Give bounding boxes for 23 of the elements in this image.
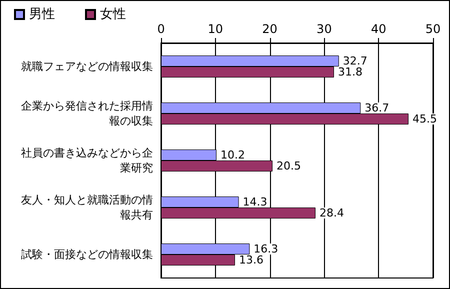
legend-label: 男性 bbox=[29, 7, 55, 22]
y-tick-label: 試験・面接などの情報収集 bbox=[21, 248, 153, 261]
data-label: 16.3 bbox=[254, 242, 278, 256]
data-label: 31.8 bbox=[338, 66, 362, 78]
data-label: 36.7 bbox=[364, 102, 390, 114]
data-label: 10.2 bbox=[220, 148, 245, 162]
y-tick-label: 就職フェアなどの情報収集 bbox=[21, 60, 153, 73]
x-tick-label: 10 bbox=[208, 22, 224, 36]
x-tick-label: 40 bbox=[370, 22, 386, 36]
y-tick-label: 企業から発信された採用情報の収集 bbox=[21, 100, 153, 128]
y-tick-label: 友人・知人と就職活動の情報共有 bbox=[21, 194, 153, 222]
data-label: 13.6 bbox=[238, 254, 264, 266]
x-tick-label: 30 bbox=[316, 22, 332, 36]
x-tick-label: 50 bbox=[425, 22, 441, 36]
y-tick-label: 社員の書き込みなどから企業研究 bbox=[21, 146, 153, 174]
data-label: 14.3 bbox=[242, 196, 268, 208]
data-label: 45.5 bbox=[412, 112, 438, 126]
data-label: 20.5 bbox=[276, 160, 302, 172]
legend-label: 女性 bbox=[100, 7, 126, 22]
x-tick-label: 20 bbox=[262, 22, 278, 36]
data-label: 32.7 bbox=[342, 54, 368, 68]
x-tick-label: 0 bbox=[157, 22, 165, 36]
data-label: 28.4 bbox=[319, 206, 344, 220]
